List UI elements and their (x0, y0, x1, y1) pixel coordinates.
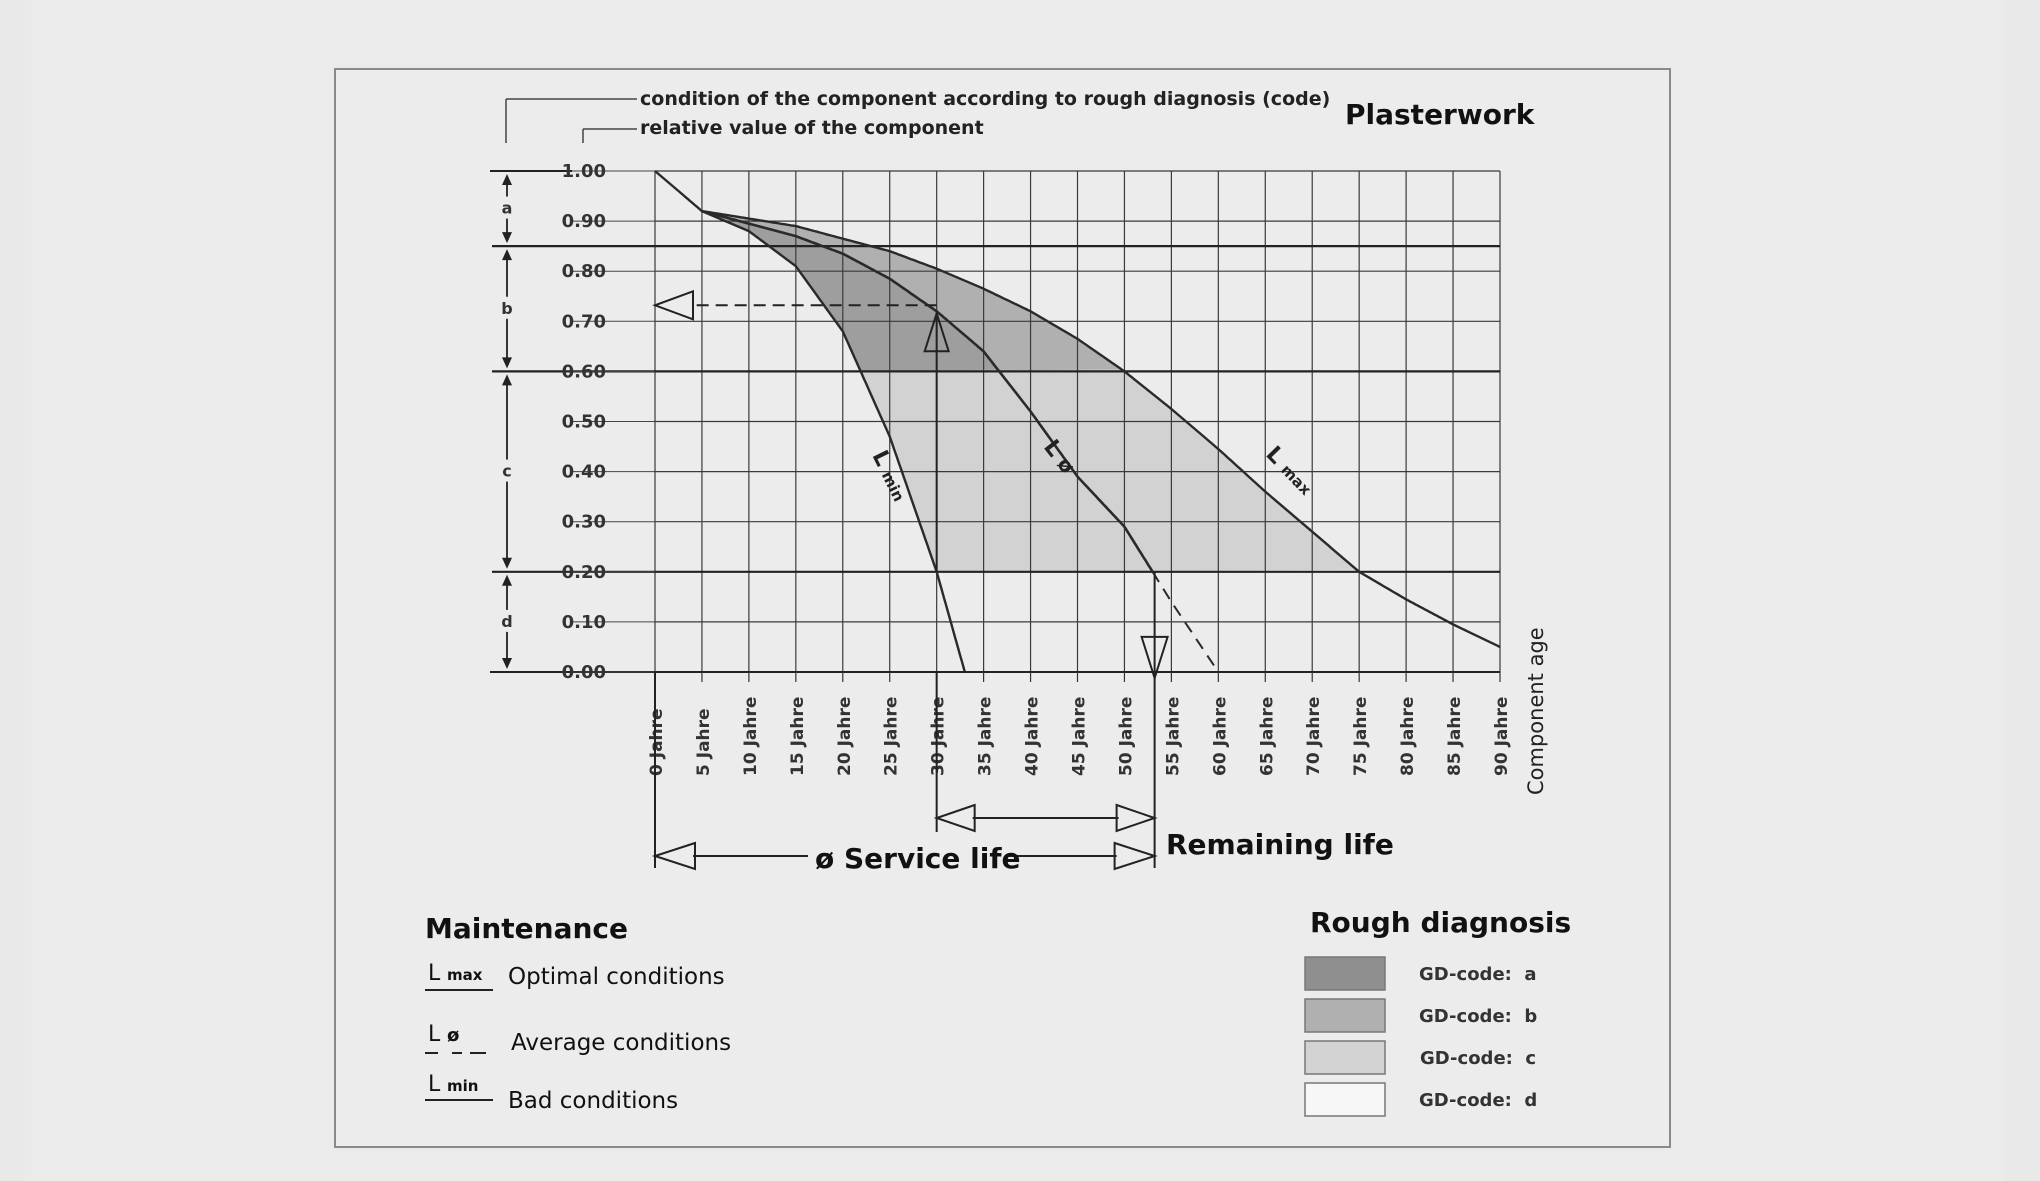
maintenance-symbol-sub: ø (447, 1025, 459, 1046)
y-tick-label: 0.70 (562, 311, 606, 332)
code-band-arrowhead-up (502, 374, 512, 386)
x-tick-label: 30 Jahre (929, 697, 949, 776)
x-tick-label: 0 Jahre (647, 708, 667, 776)
gd-label-b: GD-code: b (1419, 1006, 1537, 1027)
code-band-label-bg (498, 459, 516, 482)
figure-frame (334, 68, 1671, 1148)
rough-diagnosis-title: Rough diagnosis (1310, 906, 1571, 939)
x-tick-label: 65 Jahre (1257, 697, 1277, 776)
code-band-label: a (502, 199, 513, 218)
code-band-label-bg (498, 609, 516, 632)
chart-title: Plasterwork (1345, 98, 1536, 131)
code-band-label: d (501, 612, 512, 631)
x-tick-label: 45 Jahre (1070, 697, 1090, 776)
code-band-arrowhead-up (502, 174, 512, 185)
x-tick-label: 10 Jahre (741, 697, 761, 776)
x-tick-label: 5 Jahre (694, 708, 714, 776)
service-life-label-bg (808, 837, 1008, 877)
gd-label-d: GD-code: d (1419, 1090, 1537, 1111)
gd-label-a: GD-code: a (1419, 964, 1537, 985)
x-tick-label: 55 Jahre (1163, 697, 1183, 776)
x-tick-label: 35 Jahre (976, 697, 996, 776)
service-life-arrowhead-left (651, 841, 696, 871)
header-label-value: relative value of the component (640, 117, 984, 139)
x-tick-label: 60 Jahre (1210, 697, 1230, 776)
current-age-arrowhead (923, 309, 951, 353)
x-tick-label: 40 Jahre (1023, 697, 1043, 776)
y-tick-label: 0.80 (562, 261, 606, 282)
gd-swatch-d (1304, 1082, 1386, 1117)
code-band-arrowhead-down (502, 232, 512, 244)
current-value-arrowhead (652, 289, 694, 321)
x-tick-label: 85 Jahre (1445, 697, 1465, 776)
x-axis-label: Component age (1524, 627, 1548, 795)
y-tick-label: 0.20 (562, 562, 606, 583)
maintenance-symbol: L (428, 1022, 441, 1047)
maintenance-symbol: L (428, 961, 441, 986)
code-band-label: c (502, 462, 511, 481)
x-tick-label: 70 Jahre (1304, 697, 1324, 776)
remaining-life-label: Remaining life (1166, 828, 1394, 861)
code-band-label-bg (498, 296, 516, 319)
x-tick-label: 50 Jahre (1116, 697, 1136, 776)
gd-swatch-b (1304, 998, 1386, 1033)
x-tick-label: 15 Jahre (788, 697, 808, 776)
maintenance-item-average: L ø Average conditions (425, 1022, 731, 1056)
maintenance-item-optimal: L max Optimal conditions (425, 961, 725, 991)
x-tick-label: 80 Jahre (1398, 697, 1418, 776)
curve-l-min (701, 209, 966, 673)
curve-l-max (654, 170, 1501, 649)
maintenance-label: Average conditions (511, 1030, 731, 1056)
gd-swatch-c (1304, 1040, 1386, 1075)
code-band-label-bg (498, 196, 516, 219)
service-life-label: ø Service life (815, 842, 1021, 875)
plot-grid (492, 170, 1501, 673)
y-tick-label: 1.00 (562, 161, 606, 182)
y-tick-label: 0.10 (562, 612, 606, 633)
code-band-arrowhead-down (502, 357, 512, 369)
y-tick-label: 0.50 (562, 412, 606, 433)
y-tick-label: 0.00 (562, 662, 606, 683)
header-label-code: condition of the component according to … (640, 88, 1330, 110)
x-tick-label: 75 Jahre (1351, 697, 1371, 776)
service-life-down-arrowhead (1140, 635, 1169, 682)
code-band-arrowhead-down (502, 658, 512, 669)
maintenance-label: Optimal conditions (508, 964, 725, 990)
code-band-arrowhead-up (502, 249, 512, 261)
y-tick-label: 0.30 (562, 512, 606, 533)
x-tick-label: 25 Jahre (882, 697, 902, 776)
remaining-life-arrowhead-left (933, 803, 976, 833)
x-tick-label: 90 Jahre (1492, 697, 1512, 776)
remaining-life-arrowhead-right (1115, 803, 1158, 833)
y-tick-label: 0.90 (562, 211, 606, 232)
code-band-label: b (501, 299, 512, 318)
gd-swatch-a (1304, 956, 1386, 991)
maintenance-symbol-sub: max (447, 966, 483, 984)
maintenance-label: Bad conditions (508, 1088, 678, 1114)
maintenance-symbol: L (428, 1072, 441, 1097)
gd-label-c: GD-code: c (1420, 1048, 1536, 1069)
maintenance-item-bad: L min Bad conditions (425, 1072, 678, 1114)
service-life-arrowhead-right (1113, 841, 1158, 871)
maintenance-title: Maintenance (425, 912, 628, 945)
y-tick-label: 0.60 (562, 361, 606, 382)
maintenance-symbol-sub: min (447, 1077, 478, 1095)
curve-l-avg-extension (1151, 571, 1220, 673)
x-tick-label: 20 Jahre (835, 697, 855, 776)
code-band-arrowhead-up (502, 574, 512, 586)
y-tick-label: 0.40 (562, 462, 606, 483)
plot-axes: 1.00 0.90 0.80 0.70 0.60 0.50 0.40 0.30 0.20 0.10… (490, 161, 1512, 776)
code-band-arrowhead-down (502, 557, 512, 569)
